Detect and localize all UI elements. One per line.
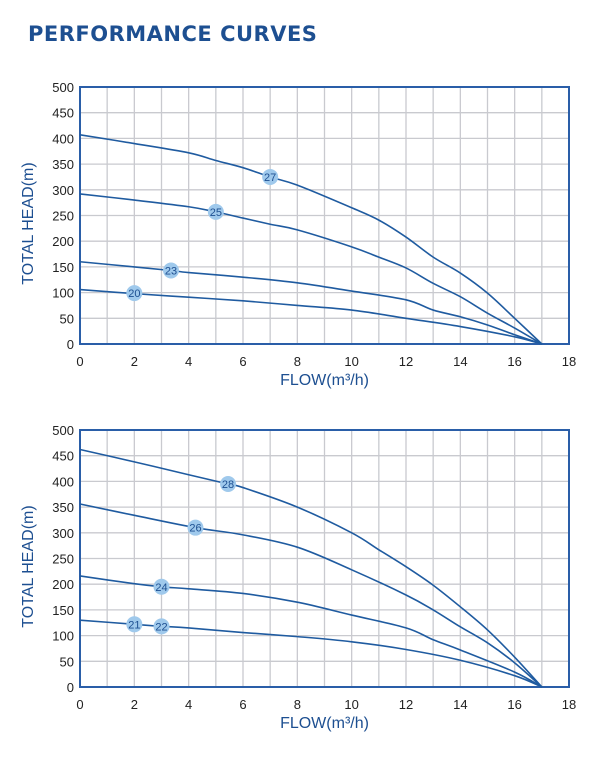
curve-label-20: 20 bbox=[128, 288, 140, 300]
y-tick-label: 400 bbox=[52, 474, 74, 489]
y-tick-label: 100 bbox=[52, 286, 74, 301]
y-axis-label: TOTAL HEAD(m) bbox=[20, 505, 37, 627]
x-tick-label: 0 bbox=[76, 697, 83, 712]
y-tick-label: 450 bbox=[52, 106, 74, 121]
x-tick-label: 2 bbox=[131, 354, 138, 369]
curve-label-badge-28 bbox=[220, 475, 237, 492]
curve-24 bbox=[79, 575, 543, 688]
y-tick-label: 300 bbox=[52, 526, 74, 541]
y-tick-label: 350 bbox=[52, 157, 74, 172]
curve-21 bbox=[79, 619, 543, 688]
x-tick-label: 16 bbox=[507, 354, 521, 369]
y-tick-label: 50 bbox=[60, 311, 74, 326]
curve-23 bbox=[79, 260, 543, 345]
x-tick-label: 18 bbox=[562, 697, 576, 712]
y-tick-label: 150 bbox=[52, 603, 74, 618]
plot-frame bbox=[79, 86, 570, 345]
x-tick-label: 12 bbox=[399, 354, 413, 369]
curve-label-badge-27 bbox=[262, 168, 279, 185]
y-tick-label: 500 bbox=[52, 423, 74, 438]
x-tick-label: 4 bbox=[185, 354, 192, 369]
y-tick-label: 200 bbox=[52, 234, 74, 249]
curve-25 bbox=[79, 193, 543, 345]
y-tick-label: 150 bbox=[52, 260, 74, 275]
x-tick-label: 14 bbox=[453, 697, 467, 712]
y-tick-label: 250 bbox=[52, 552, 74, 567]
curve-label-badge-26 bbox=[187, 519, 204, 536]
curve-label-badge-22 bbox=[153, 618, 170, 635]
curve-20 bbox=[79, 288, 543, 345]
curve-label-22: 22 bbox=[155, 621, 167, 633]
x-tick-label: 14 bbox=[453, 354, 467, 369]
page-title: PERFORMANCE CURVES bbox=[28, 22, 318, 46]
curve-label-badge-25 bbox=[207, 203, 224, 220]
y-tick-label: 500 bbox=[52, 80, 74, 95]
y-tick-label: 0 bbox=[67, 680, 74, 695]
x-tick-label: 6 bbox=[239, 354, 246, 369]
y-axis-label: TOTAL HEAD(m) bbox=[20, 162, 37, 284]
y-tick-label: 200 bbox=[52, 577, 74, 592]
x-axis-label: FLOW(m³/h) bbox=[280, 715, 369, 732]
curve-28 bbox=[79, 448, 543, 688]
curve-label-23: 23 bbox=[165, 265, 177, 277]
x-axis-label: FLOW(m³/h) bbox=[280, 372, 369, 389]
chart-1: 0 2 4 6 8 10 12 14 16 18 0 50 100 150 200 250 300 350 400 4… bbox=[20, 80, 576, 389]
curve-label-26: 26 bbox=[189, 523, 201, 535]
curve-label-21: 21 bbox=[128, 619, 140, 631]
curve-26 bbox=[79, 503, 543, 688]
x-tick-label: 2 bbox=[131, 697, 138, 712]
x-tick-label: 8 bbox=[294, 354, 301, 369]
x-tick-label: 12 bbox=[399, 697, 413, 712]
y-tick-label: 0 bbox=[67, 337, 74, 352]
chart-2: 0 2 4 6 8 10 12 14 16 180501001502002503003504004… bbox=[20, 423, 576, 732]
curve-label-badge-24 bbox=[153, 578, 170, 595]
x-tick-label: 0 bbox=[76, 354, 83, 369]
y-tick-label: 400 bbox=[52, 131, 74, 146]
x-tick-label: 10 bbox=[344, 354, 358, 369]
plot-frame bbox=[79, 429, 570, 688]
y-tick-label: 100 bbox=[52, 629, 74, 644]
y-tick-label: 350 bbox=[52, 500, 74, 515]
curve-label-badge-23 bbox=[163, 262, 180, 279]
curve-label-28: 28 bbox=[222, 479, 234, 491]
x-tick-label: 18 bbox=[562, 354, 576, 369]
x-tick-label: 10 bbox=[344, 697, 358, 712]
x-tick-label: 8 bbox=[294, 697, 301, 712]
curve-label-badge-20 bbox=[126, 285, 143, 302]
y-tick-label: 450 bbox=[52, 449, 74, 464]
curve-27 bbox=[79, 134, 543, 345]
x-tick-label: 16 bbox=[507, 697, 521, 712]
x-tick-label: 4 bbox=[185, 697, 192, 712]
curve-label-24: 24 bbox=[155, 582, 167, 594]
curve-label-25: 25 bbox=[210, 207, 222, 219]
y-tick-label: 50 bbox=[60, 654, 74, 669]
curve-label-badge-21 bbox=[126, 616, 143, 633]
curve-label-27: 27 bbox=[264, 172, 276, 184]
x-tick-label: 6 bbox=[239, 697, 246, 712]
y-tick-label: 250 bbox=[52, 209, 74, 224]
y-tick-label: 300 bbox=[52, 183, 74, 198]
